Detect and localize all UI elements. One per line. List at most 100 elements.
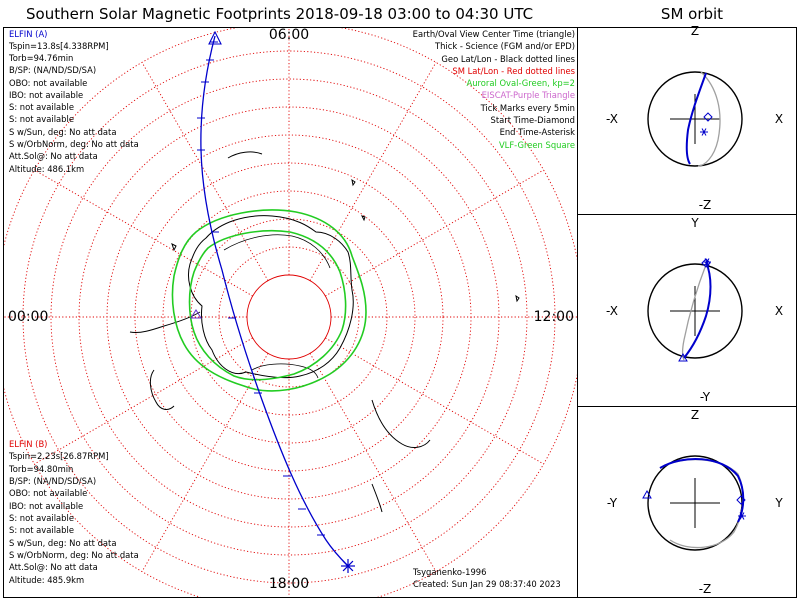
elfin-b-line: S: not available (9, 525, 74, 535)
earth-circle (647, 71, 743, 167)
auroral-oval-outer (171, 209, 367, 392)
sm-longitude-line (325, 337, 544, 465)
legend-item: Auroral Oval-Green, kp=2 (466, 78, 575, 88)
axis-label-right: X (775, 112, 783, 126)
elfin-b-line: S: not available (9, 513, 74, 523)
plot-title: Southern Solar Magnetic Footprints 2018-… (26, 5, 533, 23)
sm-latitude-ring (22, 50, 556, 584)
axis-label-bottom: -Y (700, 390, 711, 404)
hour-label-left: 00:00 (8, 309, 48, 325)
sm-latitude-ring (78, 106, 500, 528)
axis-label-right: X (775, 304, 783, 318)
auroral-ovals (171, 209, 367, 392)
elfin-a-line: Altitude: 486.1km (9, 164, 84, 174)
south-america-tip (149, 369, 175, 410)
new-zealand (371, 483, 383, 513)
elfin-a-line: OBO: not available (9, 78, 87, 88)
elfin-b-line: ELFIN (B) (9, 439, 47, 449)
sm-longitude-line (325, 169, 544, 297)
axis-label-bottom: -Z (699, 582, 712, 596)
elfin-b-line: B/SP: (NA/ND/SD/SA) (9, 476, 96, 486)
axis-label-top: Z (691, 408, 699, 422)
elfin-b-line: Att.Sol@: No att data (9, 562, 98, 572)
elfin-a-line: S w/OrbNorm, deg: No att data (9, 139, 139, 149)
orbit-panel-3: Z -Z -Y Y (607, 408, 783, 596)
sm-latitude-ring (162, 190, 416, 444)
end-asterisk-marker (342, 560, 354, 572)
sm-latitude-ring (190, 218, 388, 416)
orbit-track (685, 72, 707, 165)
elfin-b-line: S w/OrbNorm, deg: No att data (9, 550, 139, 560)
orbit-title: SM orbit (661, 5, 723, 23)
elfin-b-line: S w/Sun, deg: No att data (9, 538, 116, 548)
elfin-b-info: ELFIN (B) Tspin=2.23s[26.87RPM] Torb=94.… (8, 439, 139, 585)
footprint-track-line (200, 35, 349, 567)
africa-tip (227, 151, 263, 159)
map-frame (3, 27, 578, 598)
elfin-a-line: ELFIN (A) (9, 29, 47, 39)
elfin-a-line: S: not available (9, 102, 74, 112)
sm-latitude-ring (50, 78, 528, 556)
view-triangle-marker (642, 489, 652, 499)
elfin-a-line: S w/Sun, deg: No att data (9, 127, 116, 137)
orbit-frame (577, 27, 797, 598)
legend-item: Tick Marks every 5min (480, 103, 575, 113)
elfin-a-line: IBO: not available (9, 90, 83, 100)
islands-1 (171, 178, 520, 303)
start-triangle-marker (208, 30, 222, 45)
sm-longitude-line (141, 353, 269, 572)
view-triangle-marker (678, 352, 688, 362)
end-asterisk-marker (739, 512, 745, 520)
legend: Earth/Oval View Center Time (triangle) T… (413, 29, 575, 150)
legend-item: SM Lat/Lon - Red dotted lines (452, 66, 575, 76)
australia-edge (371, 399, 431, 448)
elfin-a-line: Torb=94.76min (8, 53, 73, 63)
sm-longitude-line (34, 169, 253, 297)
orbit-panel-1: Z -Z -X X (606, 24, 783, 212)
legend-item: Earth/Oval View Center Time (triangle) (413, 29, 575, 39)
elfin-a-line: S: not available (9, 114, 74, 124)
legend-item: Thick - Science (FGM and/or EPD) (434, 41, 575, 51)
legend-item: EISCAT-Purple Triangle (482, 90, 575, 100)
elfin-a-info: ELFIN (A) Tspin=13.8s[4.338RPM] Torb=94.… (8, 29, 139, 174)
elfin-a-line: Att.Sol@: No att data (9, 151, 98, 161)
orbit-track-other (697, 71, 721, 167)
sm-longitude-line (34, 337, 253, 465)
elfin-b-line: Tspin=2.23s[26.87RPM] (8, 451, 109, 461)
start-diamond-marker (703, 112, 713, 122)
hour-label-bottom: 18:00 (269, 576, 309, 592)
elfin-b-line: IBO: not available (9, 501, 83, 511)
axis-label-right: Y (774, 496, 783, 510)
axis-label-bottom: -Z (699, 198, 712, 212)
legend-item: Start Time-Diamond (491, 115, 575, 125)
legend-item: Geo Lat/Lon - Black dotted lines (441, 54, 575, 64)
earth-circle (647, 263, 743, 359)
legend-item: VLF-Green Square (499, 140, 575, 150)
axis-label-left: -X (606, 112, 618, 126)
antarctica-coastline (129, 151, 520, 513)
orbit-track (683, 261, 712, 359)
sm-longitude-line (309, 353, 437, 572)
ross-sea-coast (251, 363, 319, 379)
elfin-b-line: OBO: not available (9, 488, 87, 498)
hour-label-right: 12:00 (534, 309, 574, 325)
start-diamond-marker (736, 495, 746, 505)
end-asterisk-marker (701, 128, 707, 136)
antarctica-outline (188, 215, 354, 379)
orbit-panel-2: Y -Y -X X (606, 216, 783, 404)
orbit-track (659, 458, 745, 523)
footprint-track (190, 30, 355, 573)
elfin-b-line: Altitude: 485.9km (9, 575, 84, 585)
ice-shelf-inner (223, 234, 331, 269)
hour-label-top: 06:00 (269, 27, 309, 43)
elfin-a-line: Tspin=13.8s[4.338RPM] (8, 41, 109, 51)
elfin-a-line: B/SP: (NA/ND/SD/SA) (9, 65, 96, 75)
end-asterisk-marker (704, 258, 710, 266)
legend-item: End Time-Asterisk (500, 127, 576, 137)
sm-orbit-panels: Z -Z -X X Y -Y -X X Z -Z -Y Y (606, 24, 783, 596)
created-timestamp: Created: Sun Jan 29 08:37:40 2023 (413, 579, 561, 589)
elfin-b-line: Torb=94.80min (8, 464, 73, 474)
sm-latitude-ring (134, 162, 444, 472)
axis-label-top: Y (690, 216, 699, 230)
